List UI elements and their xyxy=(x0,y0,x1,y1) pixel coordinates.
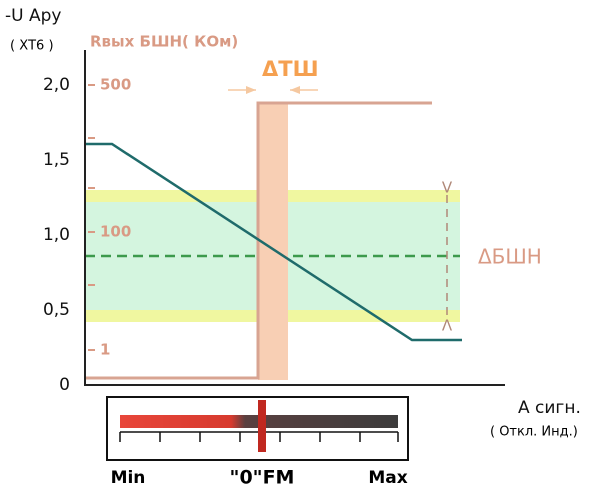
band-top-marker: V xyxy=(442,179,453,197)
indicator-center: "0"FM xyxy=(230,467,295,489)
arrow-head xyxy=(246,86,256,94)
y-tick-label: 2,0 xyxy=(43,75,70,95)
indicator-max: Max xyxy=(368,468,407,488)
secondary-tick-label: 1 xyxy=(100,341,110,359)
y-tick-label: 0,5 xyxy=(43,300,70,320)
indicator-needle xyxy=(258,400,266,452)
y-tick-label: 1,5 xyxy=(43,150,70,170)
secondary-tick-label: 500 xyxy=(100,76,131,94)
secondary-ticks xyxy=(88,84,95,351)
y-tick-label: 0 xyxy=(59,375,70,395)
band-bottom-marker: Λ xyxy=(442,317,453,335)
y-tick-label: 1,0 xyxy=(43,225,70,245)
indicator-min: Min xyxy=(111,468,146,488)
x-axis-label: А сигн. xyxy=(518,398,581,418)
y-axis-label: -U Ару xyxy=(5,6,61,26)
band-label: ΔБШН xyxy=(478,245,542,269)
indicator-frame xyxy=(106,396,409,461)
arrow-head xyxy=(290,86,300,94)
dead-zone-label: ΔТШ xyxy=(262,57,319,81)
characteristic-line xyxy=(85,142,462,342)
secondary-axis-title: Rвых БШН( КОм) xyxy=(90,33,238,51)
y-axis-sublabel: ( ХТ6 ) xyxy=(10,39,54,54)
x-axis-sublabel: ( Откл. Инд.) xyxy=(490,425,578,440)
secondary-tick-label: 100 xyxy=(100,223,131,241)
